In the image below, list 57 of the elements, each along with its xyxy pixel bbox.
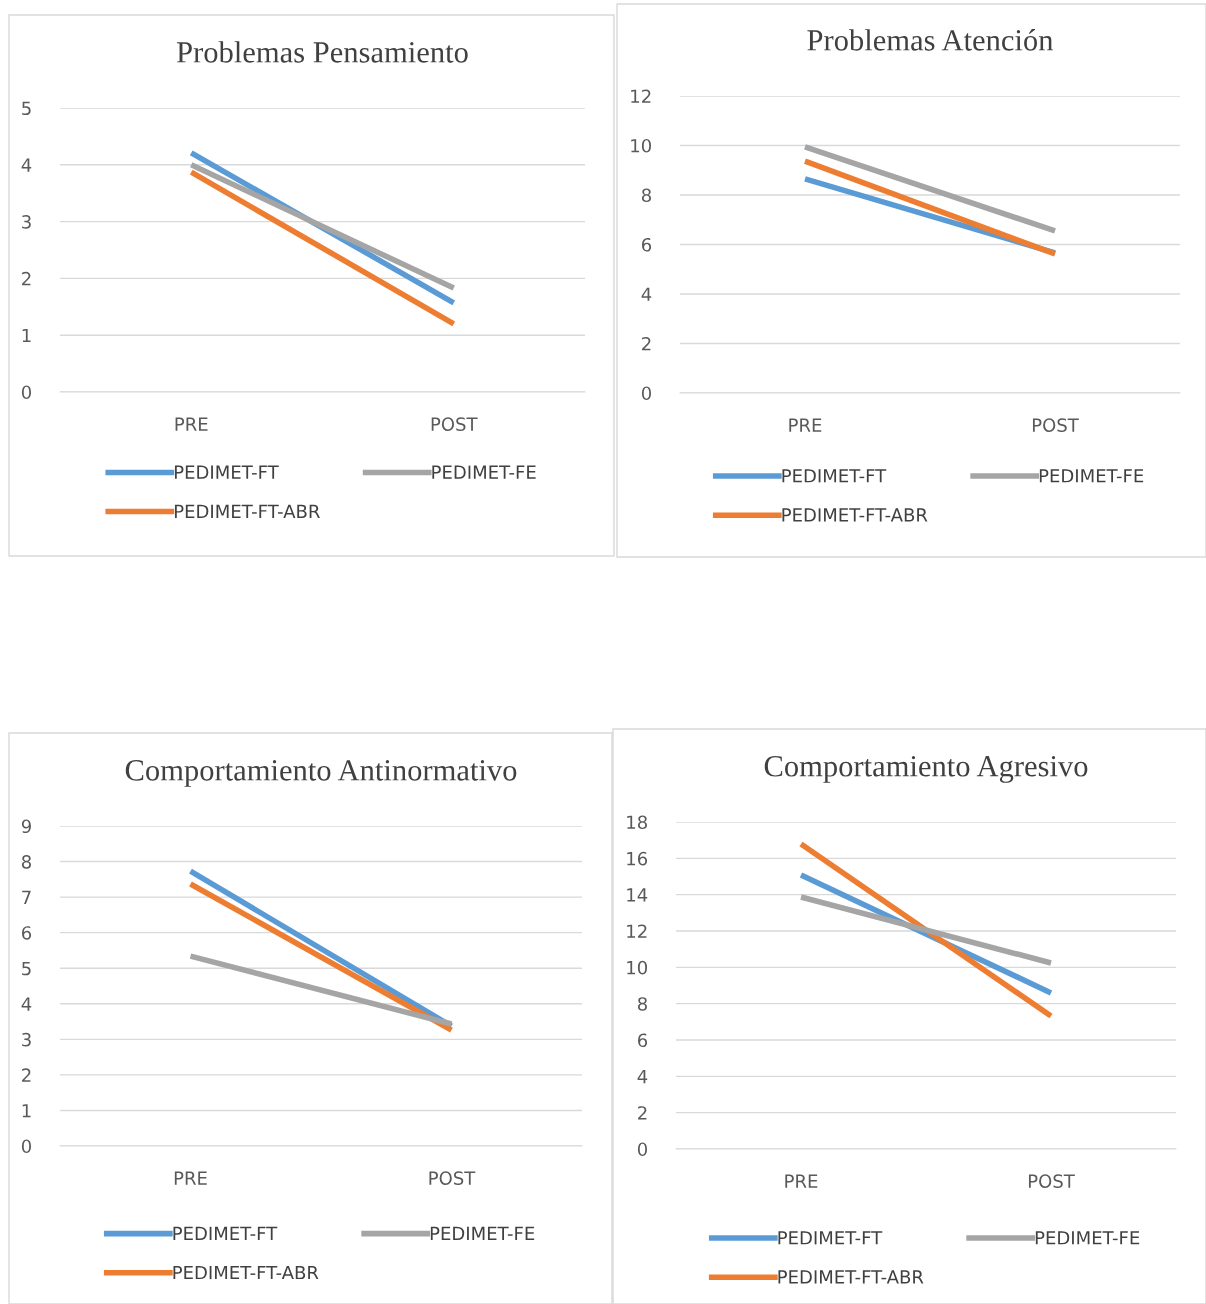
x-tick-label: PRE — [174, 1171, 207, 1185]
chart-title: Problemas Pensamiento — [176, 41, 468, 63]
y-tick-label: 5 — [22, 961, 31, 976]
y-tick-label: 5 — [22, 101, 31, 116]
legend-label: PEDIMET-FE — [1039, 469, 1144, 483]
y-tick-label: 6 — [642, 237, 652, 252]
y-tick-label: 3 — [22, 215, 31, 229]
y-tick-label: 10 — [631, 138, 652, 153]
legend-label: PEDIMET-FT-ABR — [778, 1270, 924, 1284]
y-tick-label: 0 — [21, 1139, 32, 1154]
y-tick-label: 1 — [22, 1104, 31, 1118]
y-tick-label: 3 — [22, 1032, 31, 1047]
legend-label: PEDIMET-FE — [1035, 1231, 1140, 1245]
y-tick-label: 2 — [22, 1068, 31, 1082]
y-tick-label: 6 — [22, 926, 32, 940]
chart-title: Problemas Atención — [807, 29, 1054, 51]
y-tick-label: 4 — [21, 158, 32, 172]
y-tick-label: 7 — [22, 890, 31, 904]
legend-label: PEDIMET-FE — [430, 1226, 535, 1240]
y-tick-label: 12 — [631, 89, 651, 103]
y-tick-label: 1 — [22, 328, 31, 343]
y-tick-label: 2 — [642, 336, 651, 351]
x-tick-label: POST — [431, 417, 478, 431]
legend-label: PEDIMET-FT — [778, 1231, 883, 1245]
y-tick-label: 10 — [627, 960, 648, 975]
y-tick-label: 0 — [641, 386, 652, 401]
y-tick-label: 18 — [627, 815, 647, 830]
legend-label: PEDIMET-FT-ABR — [174, 504, 320, 518]
y-tick-label: 4 — [21, 997, 32, 1011]
y-tick-label: 14 — [627, 888, 648, 902]
chart-title: Comportamiento Agresivo — [764, 756, 1088, 783]
y-tick-label: 16 — [627, 851, 648, 866]
y-tick-label: 6 — [638, 1033, 648, 1048]
y-tick-label: 9 — [21, 819, 31, 834]
legend-label: PEDIMET-FT-ABR — [782, 508, 928, 522]
x-tick-label: POST — [1032, 418, 1079, 432]
y-tick-label: 8 — [641, 188, 651, 203]
legend-label: PEDIMET-FT — [174, 465, 279, 479]
y-tick-label: 8 — [21, 855, 31, 869]
y-tick-label: 2 — [638, 1106, 647, 1120]
y-tick-label: 0 — [637, 1142, 648, 1157]
x-tick-label: POST — [1028, 1174, 1075, 1188]
legend-label: PEDIMET-FT — [782, 469, 887, 483]
x-tick-label: PRE — [175, 417, 208, 431]
x-tick-label: PRE — [785, 1174, 818, 1188]
y-tick-label: 4 — [641, 287, 652, 301]
x-tick-label: PRE — [789, 418, 822, 432]
legend-label: PEDIMET-FT — [173, 1226, 278, 1240]
y-tick-label: 0 — [21, 385, 32, 400]
y-tick-label: 12 — [627, 924, 647, 938]
chart-title: Comportamiento Antinormativo — [125, 760, 517, 787]
legend-label: PEDIMET-FE — [432, 465, 536, 479]
y-tick-label: 8 — [637, 997, 647, 1011]
y-tick-label: 4 — [637, 1070, 648, 1084]
legend-label: PEDIMET-FT-ABR — [173, 1265, 319, 1280]
x-tick-label: POST — [429, 1171, 476, 1185]
y-tick-label: 2 — [22, 271, 31, 286]
